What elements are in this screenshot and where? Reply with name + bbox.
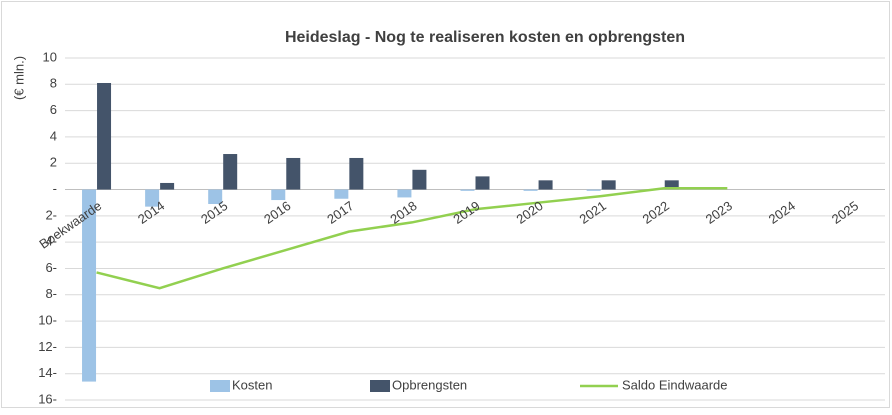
bar: [664, 180, 679, 190]
y-tick-label: 2-: [45, 207, 57, 222]
legend-label: Kosten: [232, 377, 272, 392]
bar: [523, 189, 538, 191]
y-tick-label: 4-: [45, 234, 57, 249]
y-tick-label: 10: [43, 49, 57, 64]
bar: [271, 189, 286, 201]
bar: [349, 157, 364, 190]
bar: [286, 157, 301, 190]
y-tick-label: 6-: [45, 260, 57, 275]
y-tick-label: 10-: [38, 313, 57, 328]
bar: [397, 189, 412, 198]
bar: [208, 189, 223, 205]
bar: [601, 180, 616, 190]
y-axis-label: (€ mln.): [11, 56, 26, 100]
legend-swatch: [370, 380, 390, 392]
bar: [538, 180, 553, 190]
bar: [460, 189, 475, 191]
legend-swatch: [210, 380, 230, 392]
bar: [223, 154, 238, 190]
bar: [475, 176, 490, 190]
y-tick-label: 12-: [38, 339, 57, 354]
bar: [97, 82, 112, 190]
bar: [586, 189, 601, 191]
y-tick-label: 8-: [45, 286, 57, 301]
y-tick-label: 8: [50, 76, 57, 91]
bar: [412, 169, 427, 190]
legend-label: Saldo Eindwaarde: [622, 377, 728, 392]
bar: [82, 189, 97, 382]
chart-border: [1, 1, 890, 408]
chart-title: Heideslag - Nog te realiseren kosten en …: [285, 29, 685, 46]
legend-label: Opbrengsten: [392, 377, 467, 392]
line: [96, 186, 728, 290]
bar: [334, 189, 349, 199]
bar: [160, 182, 175, 190]
y-tick-label: 14-: [38, 365, 57, 380]
y-tick-label: 4: [50, 128, 57, 143]
y-tick-label: -: [53, 181, 57, 196]
y-tick-label: 6: [50, 102, 57, 117]
y-tick-label: 16-: [38, 391, 57, 406]
bar: [145, 189, 160, 207]
y-tick-label: 2: [50, 155, 57, 170]
